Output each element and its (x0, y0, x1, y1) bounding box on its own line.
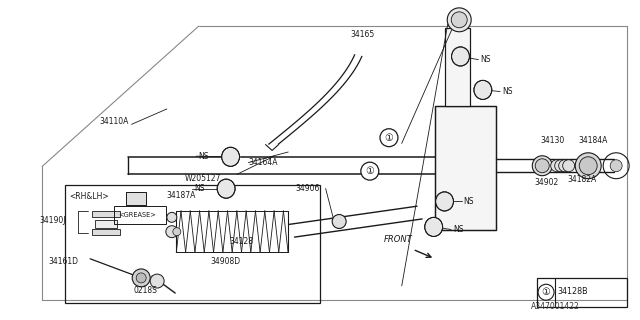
Text: 34908D: 34908D (210, 258, 240, 267)
Text: 34182A: 34182A (567, 175, 596, 184)
Bar (115, 206, 166, 224)
Circle shape (532, 156, 552, 176)
Text: 34190J: 34190J (39, 216, 65, 225)
Circle shape (579, 157, 597, 175)
Bar (435, 106, 495, 230)
Bar (65, 186, 320, 303)
Text: A347001422: A347001422 (531, 302, 579, 311)
Ellipse shape (436, 192, 454, 211)
Text: NS: NS (194, 184, 205, 193)
Circle shape (555, 160, 566, 172)
Bar (445, 28, 470, 106)
Text: NS: NS (502, 87, 513, 96)
Text: 34161D: 34161D (49, 258, 79, 267)
Circle shape (167, 212, 177, 222)
Text: ①: ① (541, 287, 550, 297)
Circle shape (173, 228, 181, 236)
Text: 34165: 34165 (351, 30, 375, 39)
Circle shape (380, 129, 398, 147)
Text: W205127: W205127 (184, 174, 221, 183)
Text: 34184A: 34184A (579, 136, 608, 145)
Ellipse shape (474, 80, 492, 100)
Text: 34128B: 34128B (557, 287, 588, 296)
Circle shape (166, 226, 178, 238)
Bar (126, 192, 147, 205)
Circle shape (575, 153, 601, 179)
Text: ①: ① (365, 166, 374, 176)
Text: <GREASE>: <GREASE> (118, 212, 156, 218)
Circle shape (563, 160, 575, 172)
Text: 34110A: 34110A (100, 117, 129, 126)
Ellipse shape (452, 47, 469, 66)
Text: 0218S: 0218S (134, 286, 157, 295)
Text: NS: NS (480, 55, 491, 64)
Ellipse shape (217, 179, 235, 198)
Bar (537, 278, 627, 307)
Text: 34902: 34902 (534, 178, 558, 187)
Text: <RH&LH>: <RH&LH> (70, 193, 109, 202)
Text: FRONT: FRONT (384, 235, 413, 244)
Text: NS: NS (198, 152, 209, 161)
Bar (95, 220, 117, 228)
Bar (435, 106, 495, 230)
Text: 34906: 34906 (296, 184, 320, 193)
Circle shape (559, 160, 571, 172)
Ellipse shape (425, 217, 443, 236)
Circle shape (550, 160, 563, 172)
Text: 34128: 34128 (229, 237, 253, 246)
Bar (126, 192, 147, 205)
Bar (92, 211, 120, 217)
Text: 34164A: 34164A (248, 158, 278, 167)
Circle shape (538, 284, 554, 300)
Text: 34130: 34130 (540, 136, 564, 145)
Ellipse shape (221, 147, 239, 166)
Circle shape (535, 159, 549, 173)
Circle shape (150, 274, 164, 288)
Circle shape (451, 12, 467, 28)
Circle shape (332, 214, 346, 228)
Text: 34187A: 34187A (167, 191, 196, 200)
Circle shape (132, 269, 150, 287)
Text: NS: NS (453, 225, 463, 234)
Text: NS: NS (464, 197, 474, 206)
Text: ①: ① (385, 133, 394, 143)
Circle shape (361, 162, 379, 180)
Circle shape (136, 273, 146, 283)
Circle shape (447, 8, 471, 32)
Circle shape (610, 160, 622, 172)
Bar (445, 28, 470, 106)
Bar (92, 229, 120, 235)
